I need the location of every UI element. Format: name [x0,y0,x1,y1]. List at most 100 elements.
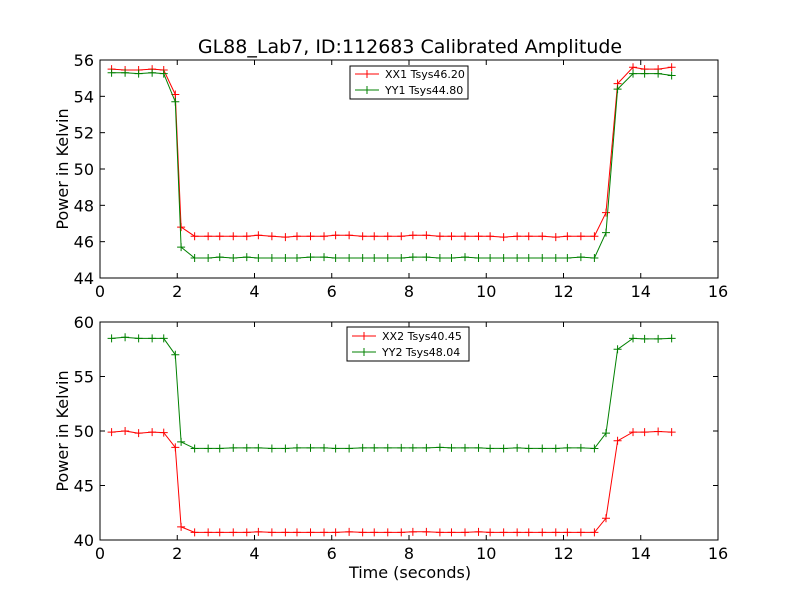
data-point [358,232,367,241]
y-tick-label: 54 [74,87,94,106]
y-tick-label: 45 [74,477,94,496]
data-point [229,528,238,537]
data-point [486,444,495,453]
data-point [408,443,417,452]
x-tick-label: 16 [708,282,728,301]
data-point [538,528,547,537]
data-point [601,228,610,237]
data-point [345,527,354,536]
data-point [601,514,610,523]
data-point [563,254,572,263]
data-point [383,254,392,263]
y-tick-label: 50 [74,422,94,441]
data-point [306,253,315,262]
data-point [422,443,431,452]
x-tick-label: 16 [708,544,728,563]
legend-marker [363,86,371,94]
data-point [370,254,379,263]
data-point [383,528,392,537]
data-point [177,437,186,446]
x-tick-label: 12 [553,544,573,563]
data-point [215,528,224,537]
x-tick-label: 10 [476,282,496,301]
data-point [513,528,522,537]
y-tick-label: 48 [74,196,94,215]
data-point [486,254,495,263]
data-point [159,428,168,437]
x-tick-label: 14 [631,544,651,563]
data-point [408,527,417,536]
data-point [499,528,508,537]
data-point [397,528,406,537]
data-point [590,232,599,241]
y-tick-label: 56 [74,51,94,70]
data-point [538,232,547,241]
data-point [320,528,329,537]
series-layer [107,63,676,263]
data-point [306,232,315,241]
data-point [345,231,354,240]
y-axis-label: Power in Kelvin [53,108,72,229]
data-point [171,443,180,452]
data-point [121,427,130,435]
x-tick-label: 6 [327,282,337,301]
legend: XX2 Tsys40.45 YY2 Tsys48.04 [346,326,470,362]
legend-marker [360,332,368,340]
data-point [292,232,301,241]
data-point [254,443,263,452]
data-point [320,443,329,452]
data-point [320,253,329,262]
legend-entry: YY1 Tsys44.80 [355,84,463,97]
data-point [629,69,638,78]
data-point [281,254,290,263]
data-point [513,232,522,241]
data-point [613,345,622,354]
x-tick-label: 4 [249,544,259,563]
data-point [229,443,238,452]
x-tick-label: 4 [249,282,259,301]
x-tick-label: 6 [327,544,337,563]
x-tick-label: 2 [172,544,182,563]
y-axis-label: Power in Kelvin [53,370,72,491]
data-point [215,232,224,241]
data-point [281,528,290,537]
data-point [358,528,367,537]
y-tick-label: 60 [74,313,94,332]
data-point [422,231,431,240]
data-point [551,444,560,453]
data-point [474,232,483,241]
data-point [654,334,663,343]
data-point [159,69,168,78]
data-point [204,232,213,241]
data-point [242,528,251,537]
x-tick-label: 0 [95,544,105,563]
data-point [590,254,599,263]
chart-title: GL88_Lab7, ID:112683 Calibrated Amplitud… [198,36,622,58]
data-point [134,69,143,78]
data-point [499,233,508,242]
data-point [461,443,470,452]
data-point [613,85,622,94]
data-point [601,208,610,217]
data-point [447,254,456,263]
x-axis-label: Time (seconds) [348,563,471,582]
x-tick-label: 8 [404,544,414,563]
data-point [134,429,143,438]
data-point [563,443,572,452]
data-point [107,334,116,343]
legend-box [346,326,470,362]
data-point [242,232,251,241]
data-point [204,444,213,453]
data-point [383,443,392,452]
y-tick-label: 55 [74,368,94,387]
x-tick-label: 10 [476,544,496,563]
data-point [107,68,116,77]
data-point [667,334,676,343]
data-point [229,232,238,241]
y-tick-label: 40 [74,531,94,550]
data-point [190,232,199,241]
data-point [190,444,199,453]
data-point [358,254,367,263]
data-point [267,232,276,241]
